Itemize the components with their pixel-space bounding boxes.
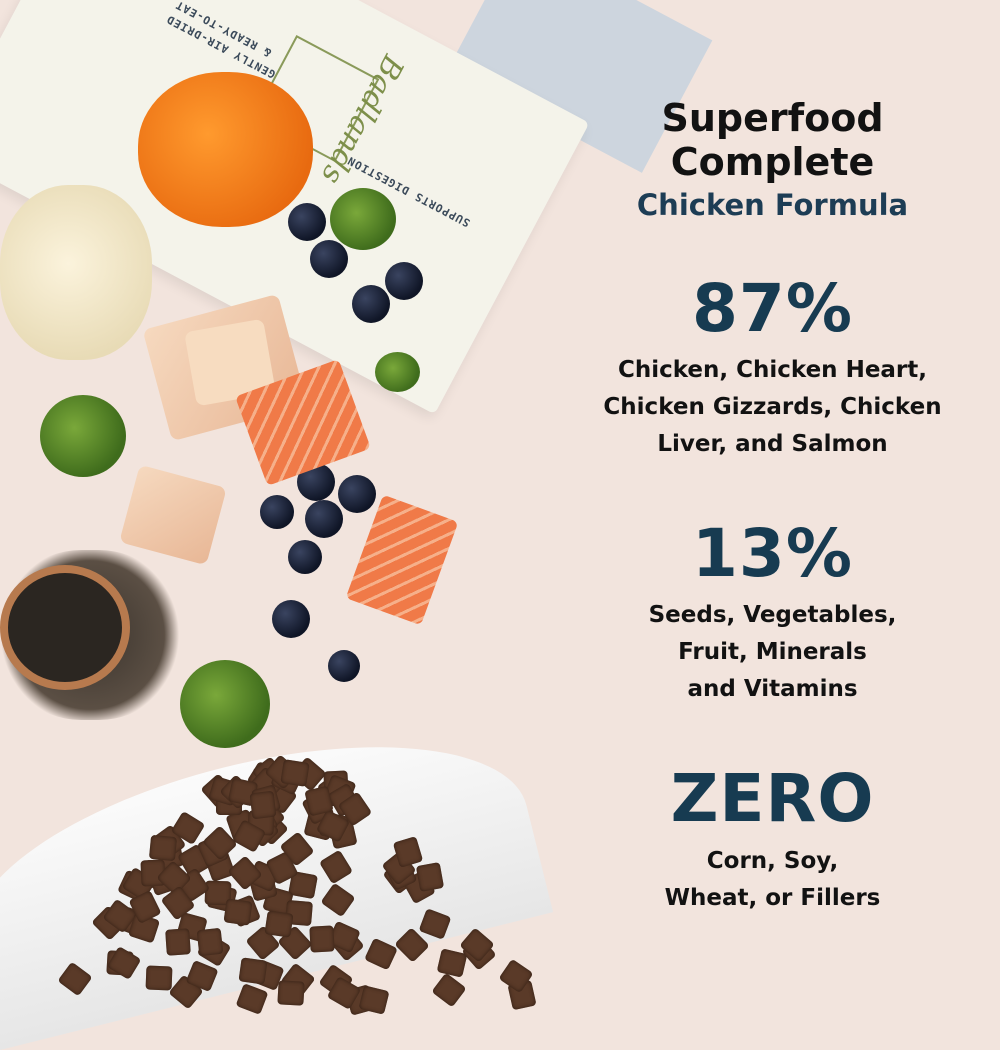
kibble [235,982,269,1015]
kibble [279,758,310,787]
kibble [277,979,305,1006]
title-line-1: Superfood [661,96,884,140]
kibble [148,834,177,862]
kibble [320,882,356,917]
kibble [264,910,295,938]
blueberry [338,475,376,513]
blueberry [385,262,423,300]
kibble [196,927,224,957]
stat-desc-line: Wheat, or Fillers [664,885,881,911]
chicken-piece [119,464,227,566]
blueberry [328,650,360,682]
kibble [418,908,452,940]
stat-desc: Corn, Soy, Wheat, or Fillers [545,843,1000,917]
kibble [416,862,445,893]
stat-desc-line: Corn, Soy, [706,848,839,874]
blueberry [272,600,310,638]
stat-desc-line: Liver, and Salmon [657,431,888,457]
blueberry [310,240,348,278]
stat-desc-line: Chicken, Chicken Heart, [617,357,928,383]
stat-desc-line: Seeds, Vegetables, [648,602,897,628]
kibble [431,972,467,1007]
stat-desc-line: Fruit, Minerals [678,639,867,665]
kibble [165,927,192,956]
kibble [318,849,354,885]
subtitle: Chicken Formula [636,188,909,222]
blueberry [305,500,343,538]
blueberry [288,540,322,574]
kibble-pile [57,754,537,1016]
stat-desc-line: Chicken Gizzards, Chicken [603,394,942,420]
pumpkin [138,72,313,227]
stat-desc: Chicken, Chicken Heart, Chicken Gizzards… [545,352,1000,463]
title-line-2: Complete [670,140,875,184]
broccoli [40,395,126,477]
kibble [238,957,268,985]
stat-value-zero: ZERO [670,760,875,837]
blueberry [352,285,390,323]
blueberry [260,495,294,529]
stat-value-13: 13% [692,515,853,592]
salmon-piece [345,494,459,626]
kibble [309,924,335,953]
blueberry [288,203,326,241]
cauliflower [0,185,152,360]
stat-desc: Seeds, Vegetables, Fruit, Minerals and V… [545,597,1000,708]
broccoli [375,352,420,392]
wooden-spoon [0,565,130,690]
kibble [249,790,277,819]
kibble [145,965,173,991]
kibble [364,937,399,971]
broccoli [330,188,396,250]
stat-value-87: 87% [692,270,853,347]
kibble [223,898,253,926]
broccoli [180,660,270,748]
stat-desc-line: and Vitamins [687,676,858,702]
